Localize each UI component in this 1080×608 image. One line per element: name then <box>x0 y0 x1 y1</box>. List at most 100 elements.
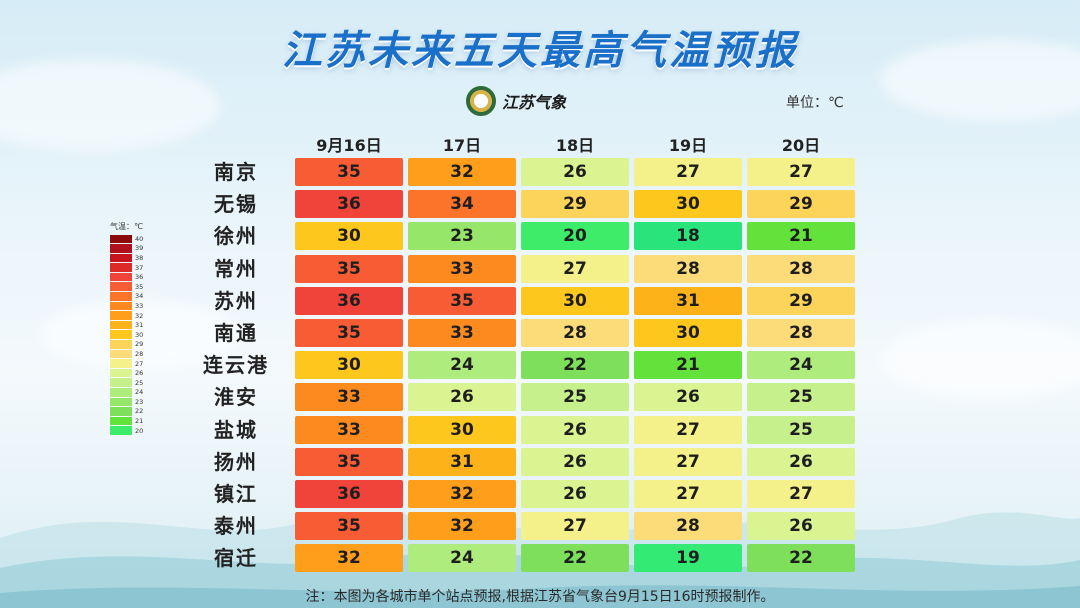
legend-label: 21 <box>135 417 144 426</box>
legend-swatch <box>110 311 132 320</box>
legend-swatch <box>110 301 132 311</box>
legend-label: 23 <box>135 397 144 406</box>
legend-label: 29 <box>135 340 144 349</box>
legend-swatch <box>110 397 132 407</box>
temperature-cell: 26 <box>521 480 629 508</box>
legend-row: 33 <box>110 301 170 311</box>
legend-scale: 40 39 38 37 36 35 34 33 32 31 30 29 28 27 26 25 24 23 22 21… <box>110 234 170 435</box>
city-label: 宿迁 <box>214 546 258 571</box>
temperature-cell: 24 <box>408 351 516 380</box>
temperature-cell: 28 <box>521 319 629 347</box>
legend-row: 30 <box>110 330 170 340</box>
legend-row: 23 <box>110 397 170 407</box>
temperature-cell: 26 <box>521 158 629 186</box>
temperature-cell: 35 <box>295 512 403 541</box>
temperature-cell: 36 <box>295 480 403 508</box>
temperature-cell: 26 <box>747 512 855 541</box>
temperature-cell: 31 <box>634 286 742 315</box>
temperature-cell: 26 <box>521 447 629 476</box>
background-cloud <box>880 40 1080 120</box>
temperature-cell: 35 <box>295 254 403 283</box>
temperature-cell: 18 <box>634 222 742 251</box>
temperature-cell: 33 <box>408 254 516 283</box>
legend-swatch <box>110 349 132 359</box>
temperature-cell: 24 <box>408 544 516 573</box>
legend-row: 25 <box>110 378 170 388</box>
temperature-cell: 36 <box>295 286 403 315</box>
legend-swatch <box>110 244 132 253</box>
city-label: 常州 <box>214 256 258 281</box>
legend-swatch <box>110 388 132 397</box>
city-label: 淮安 <box>214 385 258 410</box>
background-cloud <box>880 320 1080 400</box>
temperature-cell: 22 <box>747 544 855 573</box>
legend-label: 31 <box>135 321 144 330</box>
legend-label: 33 <box>135 301 144 310</box>
legend-row: 34 <box>110 292 170 302</box>
temperature-cell: 32 <box>295 544 403 573</box>
legend-row: 21 <box>110 416 170 426</box>
legend-label: 24 <box>135 388 144 397</box>
background-cloud <box>0 60 220 150</box>
column-header: 9月16日 <box>316 136 382 155</box>
temperature-cell: 35 <box>295 158 403 186</box>
column-header: 19日 <box>668 136 708 155</box>
column-header: 17日 <box>442 136 482 155</box>
temperature-cell: 30 <box>295 351 403 380</box>
temperature-cell: 21 <box>747 222 855 251</box>
city-label: 扬州 <box>214 449 258 474</box>
temperature-cell: 22 <box>521 544 629 573</box>
temperature-cell: 30 <box>295 222 403 251</box>
legend-row: 27 <box>110 359 170 369</box>
temperature-cell: 28 <box>747 319 855 347</box>
logo: 江苏气象 <box>466 84 566 118</box>
legend-label: 30 <box>135 330 144 339</box>
footnote: 注：本图为各城市单个站点预报,根据江苏省气象台9月15日16时预报制作。 <box>305 589 775 605</box>
legend-label: 37 <box>135 263 144 272</box>
temperature-cell: 27 <box>747 158 855 186</box>
temperature-cell: 25 <box>521 383 629 412</box>
temperature-cell: 27 <box>521 512 629 541</box>
legend-label: 28 <box>135 349 144 358</box>
column-header: 18日 <box>555 136 595 155</box>
temperature-cell: 26 <box>408 383 516 412</box>
city-label: 南通 <box>214 321 258 345</box>
temperature-cell: 28 <box>634 512 742 541</box>
city-label: 镇江 <box>214 482 258 506</box>
page-title: 江苏未来五天最高气温预报 <box>282 28 798 74</box>
temperature-cell: 22 <box>521 351 629 380</box>
logo-text: 江苏气象 <box>502 93 567 112</box>
city-label: 连云港 <box>203 353 269 378</box>
temperature-cell: 35 <box>295 319 403 347</box>
legend-swatch <box>110 416 132 426</box>
temperature-cell: 27 <box>634 158 742 186</box>
background-cloud <box>40 300 240 370</box>
legend-row: 20 <box>110 426 170 436</box>
legend-row: 35 <box>110 282 170 292</box>
column-header: 20日 <box>781 136 821 155</box>
temperature-cell: 26 <box>747 447 855 476</box>
legend-swatch <box>110 234 132 244</box>
temperature-cell: 32 <box>408 512 516 541</box>
legend-swatch <box>110 272 132 282</box>
legend-row: 22 <box>110 407 170 417</box>
legend-row: 31 <box>110 320 170 330</box>
legend-swatch <box>110 253 132 263</box>
legend-label: 39 <box>135 244 144 253</box>
legend-label: 27 <box>135 359 144 368</box>
temperature-cell: 35 <box>408 286 516 315</box>
legend-row: 29 <box>110 340 170 350</box>
legend-swatch <box>110 359 132 368</box>
legend-swatch <box>110 320 132 330</box>
temperature-cell: 29 <box>521 190 629 219</box>
temperature-cell: 36 <box>295 190 403 219</box>
city-label: 盐城 <box>214 417 258 442</box>
legend-label: 34 <box>135 292 144 301</box>
legend-swatch <box>110 292 132 301</box>
temperature-cell: 24 <box>747 351 855 380</box>
temperature-cell: 19 <box>634 544 742 573</box>
temperature-cell: 27 <box>521 254 629 283</box>
temperature-cell: 32 <box>408 480 516 508</box>
legend-row: 26 <box>110 368 170 378</box>
temperature-cell: 30 <box>634 190 742 219</box>
